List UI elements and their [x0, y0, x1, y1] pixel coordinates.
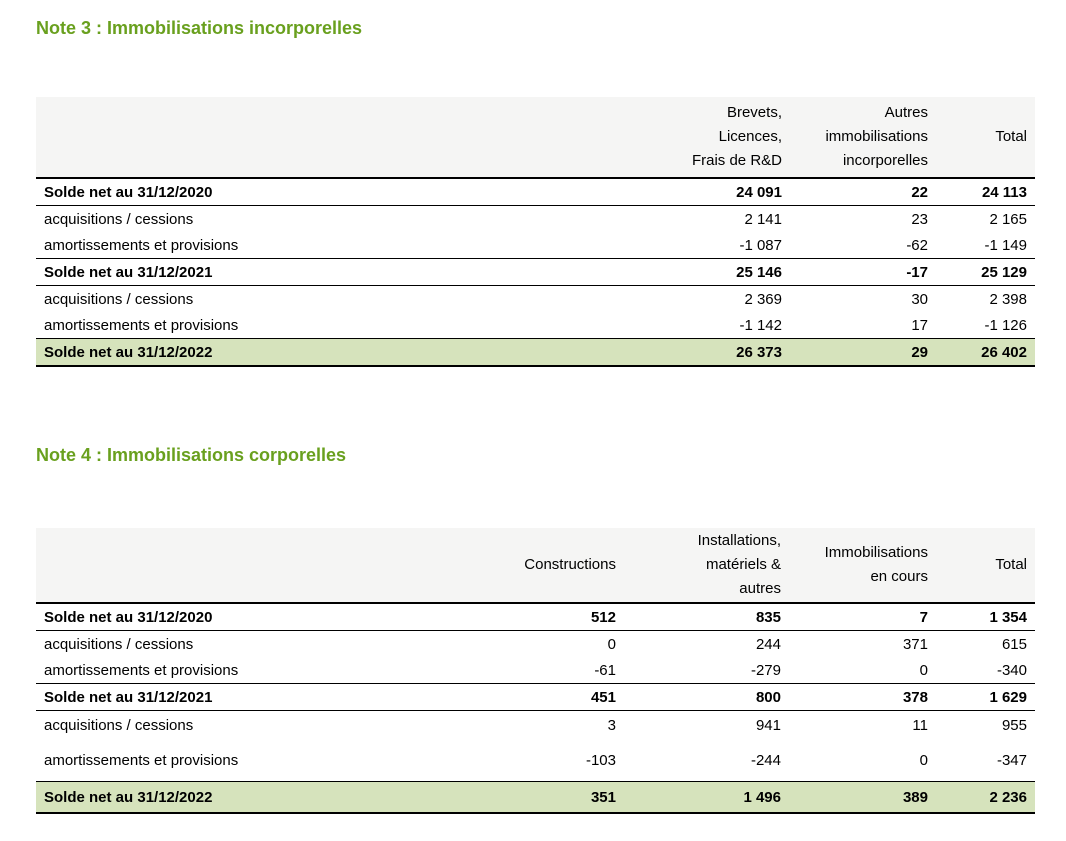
row-value: 615	[1001, 635, 1027, 653]
row-value: 378	[902, 688, 928, 706]
row-value: 2 369	[744, 290, 782, 308]
row-label: acquisitions / cessions	[44, 290, 194, 308]
table-row: Solde net au 31/12/2020 512 835 7 1 354	[36, 603, 1035, 631]
row-value: 244	[755, 635, 781, 653]
table-row: acquisitions / cessions 0 244 371 615	[36, 631, 1035, 658]
row-value: 26 373	[736, 343, 782, 361]
row-value: 955	[1001, 716, 1027, 734]
table-row: Solde net au 31/12/2021 451 800 378 1 62…	[36, 684, 1035, 711]
note3-header-empty	[36, 97, 490, 178]
row-value: 2 141	[744, 210, 782, 228]
table-row: acquisitions / cessions 2 141 23 2 165	[36, 206, 1035, 233]
table-row: Solde net au 31/12/2021 25 146 -17 25 12…	[36, 259, 1035, 286]
row-label: Solde net au 31/12/2021	[44, 263, 213, 281]
row-value: 389	[902, 788, 928, 806]
row-value: 11	[912, 716, 928, 734]
note3-table: Brevets, Licences, Frais de R&D Autres i…	[36, 97, 1035, 367]
row-value: 512	[590, 608, 616, 626]
row-value: 2 236	[989, 788, 1027, 806]
row-value: -1 142	[739, 316, 782, 334]
row-label: Solde net au 31/12/2022	[44, 788, 213, 806]
note3-title: Note 3 : Immobilisations incorporelles	[36, 18, 363, 38]
row-label: Solde net au 31/12/2020	[44, 183, 213, 201]
row-value: -1 126	[984, 316, 1027, 334]
row-value: 22	[911, 183, 928, 201]
note4-header-empty	[36, 528, 476, 603]
table-row: amortissements et provisions -103 -244 0…	[36, 739, 1035, 782]
note4-table: Constructions Installations, matériels &…	[36, 528, 1035, 814]
row-value: -103	[585, 751, 616, 769]
table-row: amortissements et provisions -1 087 -62 …	[36, 232, 1035, 259]
table-row: Solde net au 31/12/2020 24 091 22 24 113	[36, 178, 1035, 206]
row-value: -1 087	[739, 236, 782, 254]
row-label: acquisitions / cessions	[44, 635, 194, 653]
row-label: Solde net au 31/12/2022	[44, 343, 213, 361]
table-row: acquisitions / cessions 3 941 11 955	[36, 711, 1035, 740]
row-value: 1 354	[989, 608, 1027, 626]
row-value: -347	[996, 751, 1027, 769]
row-value: 2 398	[989, 290, 1027, 308]
row-value: 25 146	[736, 263, 782, 281]
row-value: 30	[911, 290, 928, 308]
row-label: amortissements et provisions	[44, 751, 239, 769]
row-value: 2 165	[989, 210, 1027, 228]
table-row: amortissements et provisions -61 -279 0 …	[36, 657, 1035, 684]
row-value: 1 629	[989, 688, 1027, 706]
row-value: 26 402	[981, 343, 1027, 361]
table-row-total: Solde net au 31/12/2022 351 1 496 389 2 …	[36, 781, 1035, 813]
row-value: 1 496	[743, 788, 781, 806]
note3-column-header-total: Total	[936, 97, 1035, 178]
note3-column-header-autres: Autres immobilisations incorporelles	[790, 97, 936, 178]
row-value: -279	[750, 661, 781, 679]
row-label: acquisitions / cessions	[44, 210, 194, 228]
row-value: 24 091	[736, 183, 782, 201]
row-value: -340	[996, 661, 1027, 679]
row-value: 0	[919, 751, 928, 769]
note3-column-header-brevets: Brevets, Licences, Frais de R&D	[490, 97, 790, 178]
row-label: Solde net au 31/12/2020	[44, 608, 213, 626]
note4-header-row: Constructions Installations, matériels &…	[36, 528, 1035, 603]
row-label: amortissements et provisions	[44, 661, 239, 679]
note4-column-header-constructions: Constructions	[476, 528, 624, 603]
row-value: -244	[750, 751, 781, 769]
row-value: 800	[755, 688, 781, 706]
row-value: 0	[919, 661, 928, 679]
note4-title: Note 4 : Immobilisations corporelles	[36, 445, 347, 465]
row-value: -61	[594, 661, 616, 679]
row-value: 17	[911, 316, 928, 334]
row-label: amortissements et provisions	[44, 236, 239, 254]
row-label: Solde net au 31/12/2021	[44, 688, 213, 706]
table-row: amortissements et provisions -1 142 17 -…	[36, 312, 1035, 339]
note4-column-header-installations: Installations, matériels & autres	[624, 528, 789, 603]
row-value: 371	[902, 635, 928, 653]
row-label: acquisitions / cessions	[44, 716, 194, 734]
row-value: 835	[755, 608, 781, 626]
row-label: amortissements et provisions	[44, 316, 239, 334]
row-value: 23	[911, 210, 928, 228]
row-value: 0	[607, 635, 616, 653]
row-value: 25 129	[981, 263, 1027, 281]
row-value: 29	[911, 343, 928, 361]
note4-column-header-encours: Immobilisations en cours	[789, 528, 936, 603]
table-row-total: Solde net au 31/12/2022 26 373 29 26 402	[36, 338, 1035, 366]
row-value: 24 113	[981, 183, 1027, 201]
row-value: 3	[607, 716, 616, 734]
row-value: -1 149	[984, 236, 1027, 254]
note3-header-row: Brevets, Licences, Frais de R&D Autres i…	[36, 97, 1035, 178]
row-value: -17	[906, 263, 928, 281]
note4-column-header-total: Total	[936, 528, 1035, 603]
table-row: acquisitions / cessions 2 369 30 2 398	[36, 286, 1035, 313]
row-value: -62	[906, 236, 928, 254]
row-value: 941	[755, 716, 781, 734]
row-value: 351	[590, 788, 616, 806]
row-value: 7	[919, 608, 928, 626]
row-value: 451	[590, 688, 616, 706]
